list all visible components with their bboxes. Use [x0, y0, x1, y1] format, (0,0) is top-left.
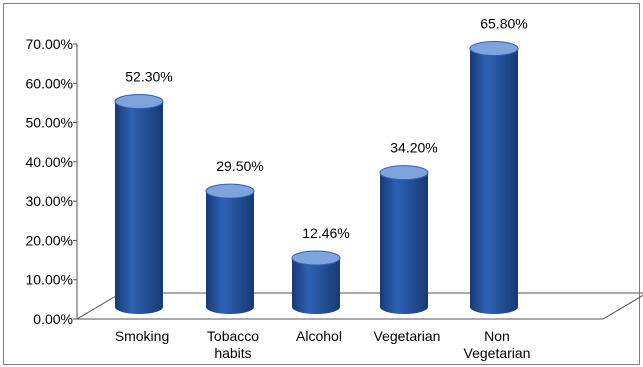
category-label: Vegetarian [374, 328, 441, 344]
bar-top-cap [379, 165, 429, 181]
y-tick-label: 0.00% [33, 311, 73, 327]
data-label: 29.50% [216, 158, 263, 174]
y-tick-label: 30.00% [26, 193, 73, 209]
data-label: 52.30% [125, 69, 172, 85]
data-label: 65.80% [480, 16, 527, 32]
category-label: Non Vegetarian [464, 328, 531, 361]
y-tick-label: 60.00% [26, 75, 73, 91]
chart-floor [75, 292, 643, 320]
bar-body [115, 101, 163, 315]
category-label: Tobacco habits [207, 328, 259, 361]
bar-top-cap [114, 94, 164, 110]
y-tick-label: 50.00% [26, 115, 73, 131]
bar-body [470, 48, 518, 314]
bar-top-cap [291, 250, 341, 266]
y-tick-label: 10.00% [26, 272, 73, 288]
data-label: 34.20% [390, 140, 437, 156]
bar-body [292, 258, 340, 314]
bar-body [380, 172, 428, 314]
category-label: Smoking [115, 328, 169, 344]
bar-body [206, 191, 254, 314]
bar [379, 165, 429, 314]
chart-frame [3, 3, 640, 365]
bar-top-cap [469, 41, 519, 56]
bar [205, 183, 255, 314]
bar-top-cap [205, 183, 255, 199]
y-tick-label: 40.00% [26, 154, 73, 170]
y-tick-label: 70.00% [26, 36, 73, 52]
data-label: 12.46% [302, 225, 349, 241]
bar [114, 94, 164, 315]
bar [469, 41, 519, 314]
bar [291, 250, 341, 314]
y-tick-label: 20.00% [26, 232, 73, 248]
category-label: Alcohol [296, 328, 342, 344]
